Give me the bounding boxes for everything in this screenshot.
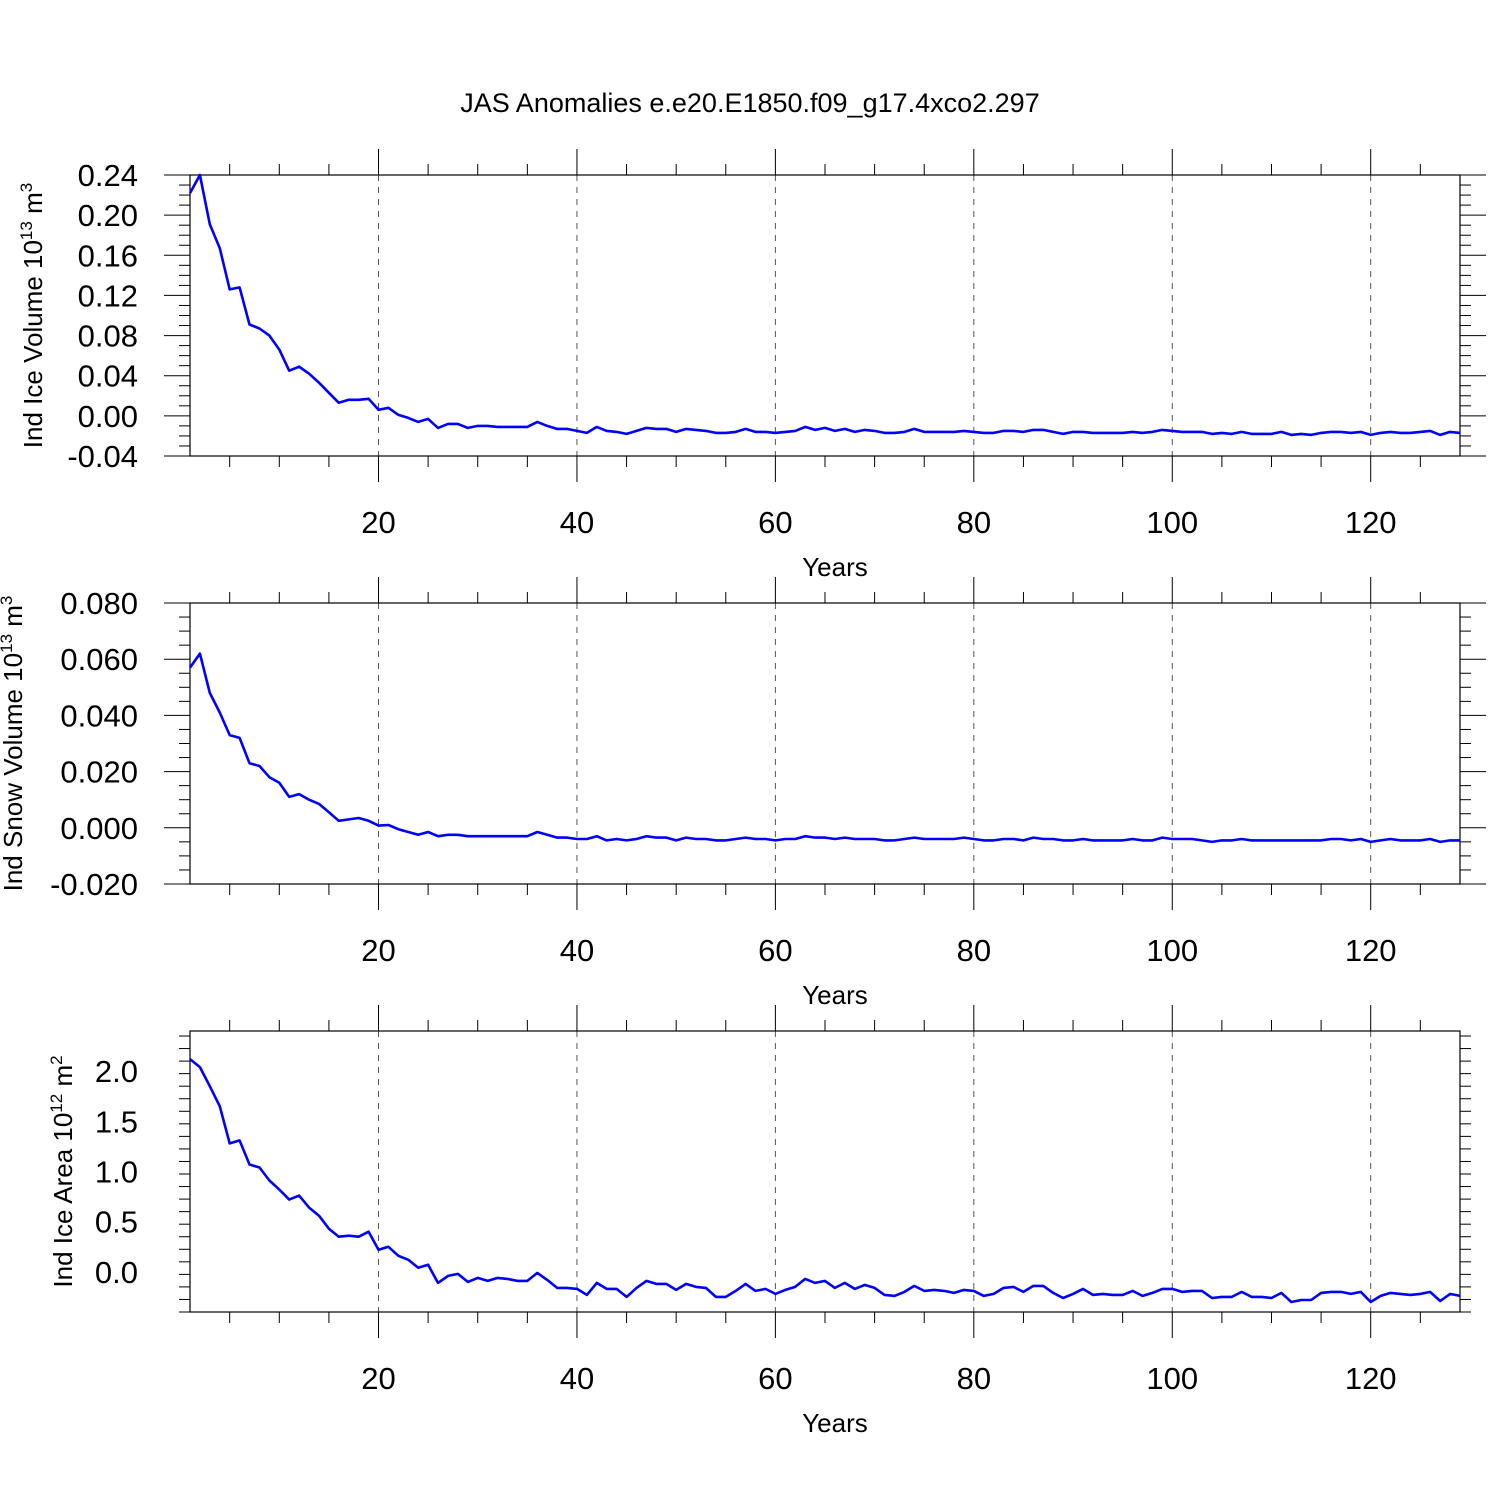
y-tick-label: 0.16 (78, 238, 138, 273)
y-axis-label-unit-exponent: 2 (47, 1055, 66, 1064)
x-tick-label: 80 (957, 1361, 991, 1396)
x-tick-label: 60 (758, 1361, 792, 1396)
x-tick-label: 100 (1146, 933, 1198, 968)
x-tick-label: 40 (560, 505, 594, 540)
y-tick-label: 0.5 (95, 1205, 138, 1240)
x-axis-label: Years (802, 1408, 868, 1438)
x-tick-label: 120 (1345, 505, 1397, 540)
y-tick-label: 0.060 (60, 642, 138, 677)
x-tick-label: 100 (1146, 1361, 1198, 1396)
y-tick-label: 0.00 (78, 399, 138, 434)
series-line (189, 1058, 1461, 1304)
y-tick-label: 2.0 (95, 1054, 138, 1089)
y-tick-label: 0.0 (95, 1255, 138, 1290)
plot-frame (189, 1030, 1461, 1313)
x-tick-label: 100 (1146, 505, 1198, 540)
x-tick-label: 20 (361, 933, 395, 968)
series-line (188, 652, 1460, 844)
y-tick-label: 0.080 (60, 586, 138, 621)
series-line (188, 173, 1461, 437)
x-tick-label: 40 (560, 933, 594, 968)
y-axis-label-exponent: 13 (17, 221, 36, 240)
y-tick-label: 0.24 (78, 158, 138, 193)
plot-frame (189, 602, 1461, 885)
figure-title: JAS Anomalies e.e20.E1850.f09_g17.4xco2.… (460, 88, 1039, 118)
y-tick-label: -0.04 (67, 439, 138, 474)
y-axis-label: Ind Ice Volume 1013 m3 (17, 183, 48, 448)
y-axis-label-unit: m (0, 605, 28, 634)
plot-frame (189, 174, 1461, 457)
panel-3: 20 40 60 80 100 120 0.0 0.5 1.0 1.5 2.0 Years Ind Ic… (47, 1005, 1471, 1438)
x-axis-label: Years (802, 980, 868, 1010)
y-axis-label-exponent: 12 (47, 1094, 66, 1113)
panels: 20 40 60 80 100 120 -0.04 0.00 0.04 0.08 0.12 0.16 0… (0, 149, 1486, 1438)
y-tick-label: 0.12 (78, 278, 138, 313)
x-tick-label: 60 (758, 505, 792, 540)
x-tick-label: 60 (758, 933, 792, 968)
panel-2: 20 40 60 80 100 120 -0.020 0.000 0.020 0.040 0.060… (0, 577, 1486, 1010)
x-tick-label: 20 (361, 505, 395, 540)
y-axis-label-unit: m (48, 1065, 78, 1094)
x-tick-label: 40 (560, 1361, 594, 1396)
y-axis-label-unit-exponent: 3 (17, 183, 36, 192)
y-axis-label: Ind Snow Volume 1013 m3 (0, 596, 28, 892)
y-axis-label-text: Ind Ice Volume 10 (18, 240, 48, 448)
y-axis-label-unit: m (18, 192, 48, 221)
y-tick-label: 0.04 (78, 359, 138, 394)
y-axis-label-text: Ind Snow Volume 10 (0, 653, 28, 892)
x-axis-label: Years (802, 552, 868, 582)
y-tick-label: -0.020 (50, 867, 138, 902)
x-tick-label: 120 (1345, 933, 1397, 968)
y-axis-label-unit-exponent: 3 (0, 596, 16, 605)
y-tick-label: 0.040 (60, 698, 138, 733)
y-axis-label-text: Ind Ice Area 10 (48, 1113, 78, 1288)
y-tick-label: 0.20 (78, 198, 138, 233)
y-tick-label: 1.0 (95, 1155, 138, 1190)
x-tick-label: 80 (957, 505, 991, 540)
panel-1: 20 40 60 80 100 120 -0.04 0.00 0.04 0.08 0.12 0.16 0… (17, 149, 1486, 582)
x-tick-label: 120 (1345, 1361, 1397, 1396)
x-tick-label: 20 (361, 1361, 395, 1396)
y-axis-label: Ind Ice Area 1012 m2 (47, 1055, 78, 1287)
x-tick-label: 80 (957, 933, 991, 968)
y-tick-label: 0.020 (60, 755, 138, 790)
y-tick-label: 0.000 (60, 811, 138, 846)
y-axis-label-exponent: 13 (0, 634, 16, 653)
y-tick-label: 0.08 (78, 319, 138, 354)
y-tick-label: 1.5 (95, 1104, 138, 1139)
